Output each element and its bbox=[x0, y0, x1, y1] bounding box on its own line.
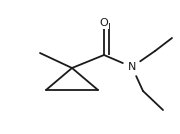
Text: O: O bbox=[100, 18, 108, 28]
Text: N: N bbox=[128, 62, 136, 72]
